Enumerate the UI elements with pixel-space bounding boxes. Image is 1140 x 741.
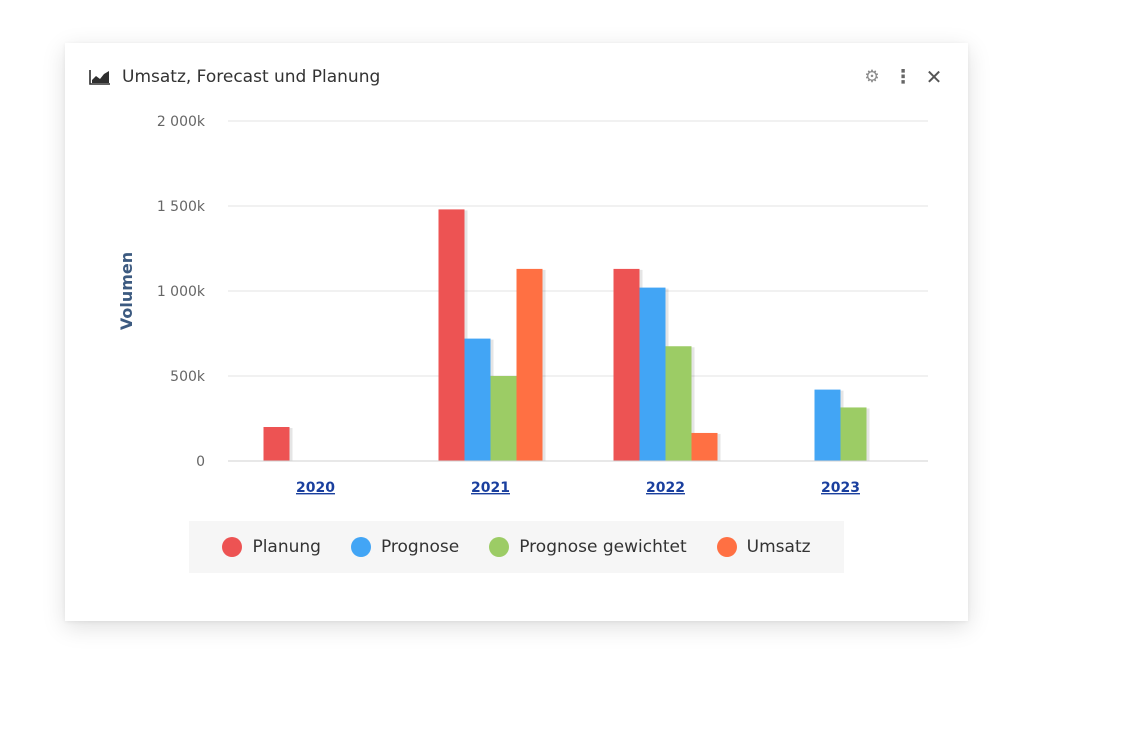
legend-item-prognose-gewichtet[interactable]: Prognose gewichtet (489, 537, 687, 557)
chart-legend: Planung Prognose Prognose gewichtet Umsatz (189, 521, 844, 573)
legend-label: Planung (252, 537, 321, 557)
bar-planung-2020[interactable] (263, 427, 290, 461)
legend-marker (350, 537, 371, 557)
bar-planung-2022[interactable] (613, 268, 640, 461)
x-tick-label-2020[interactable]: 2020 (296, 480, 335, 496)
y-tick-label: 0 (196, 454, 205, 470)
close-icon[interactable]: ✕ (925, 65, 943, 89)
legend-item-umsatz[interactable]: Umsatz (716, 537, 811, 557)
bar-prognose-gewichtet-2023[interactable] (840, 407, 867, 461)
chart-widget: Umsatz, Forecast und Planung ⚙ ⋮ ✕ 0 500k… (65, 43, 968, 621)
x-tick-label-2023[interactable]: 2023 (821, 480, 860, 496)
bar-prognose-2022[interactable] (639, 287, 666, 461)
legend-marker (222, 537, 243, 557)
area-chart-icon (89, 70, 110, 85)
y-axis-title: Volumen (117, 252, 136, 330)
x-tick-label-2021[interactable]: 2021 (471, 480, 510, 496)
y-tick-label: 1 000k (157, 284, 206, 300)
legend-label: Prognose gewichtet (519, 537, 687, 557)
legend-item-prognose[interactable]: Prognose (350, 537, 460, 557)
legend-label: Prognose (380, 537, 460, 557)
bar-umsatz-2021[interactable] (516, 268, 543, 461)
bar-prognose-2023[interactable] (814, 389, 841, 461)
bar-chart: 0 500k 1 000k 1 500k 2 000k Volumen 2020 2021 20… (117, 114, 928, 496)
y-tick-label: 2 000k (157, 114, 206, 130)
bar-prognose-gewichtet-2022[interactable] (665, 346, 692, 461)
bar-umsatz-2022[interactable] (691, 432, 718, 461)
bar-prognose-2021[interactable] (464, 338, 491, 461)
widget-header: Umsatz, Forecast und Planung ⚙ ⋮ ✕ (89, 65, 944, 89)
legend-item-planung[interactable]: Planung (222, 537, 321, 557)
y-tick-label: 1 500k (157, 199, 206, 215)
y-tick-label: 500k (170, 369, 206, 385)
bar-planung-2021[interactable] (438, 209, 465, 461)
widget-title: Umsatz, Forecast und Planung (122, 67, 381, 87)
bar-prognose-gewichtet-2021[interactable] (490, 376, 517, 461)
legend-label: Umsatz (746, 537, 811, 557)
legend-marker (489, 537, 510, 557)
gear-icon[interactable]: ⚙ (864, 67, 880, 87)
x-tick-label-2022[interactable]: 2022 (646, 480, 685, 496)
legend-marker (716, 537, 737, 557)
header-tools: ⚙ ⋮ ✕ (862, 65, 944, 89)
kebab-menu-icon[interactable]: ⋮ (893, 66, 913, 88)
